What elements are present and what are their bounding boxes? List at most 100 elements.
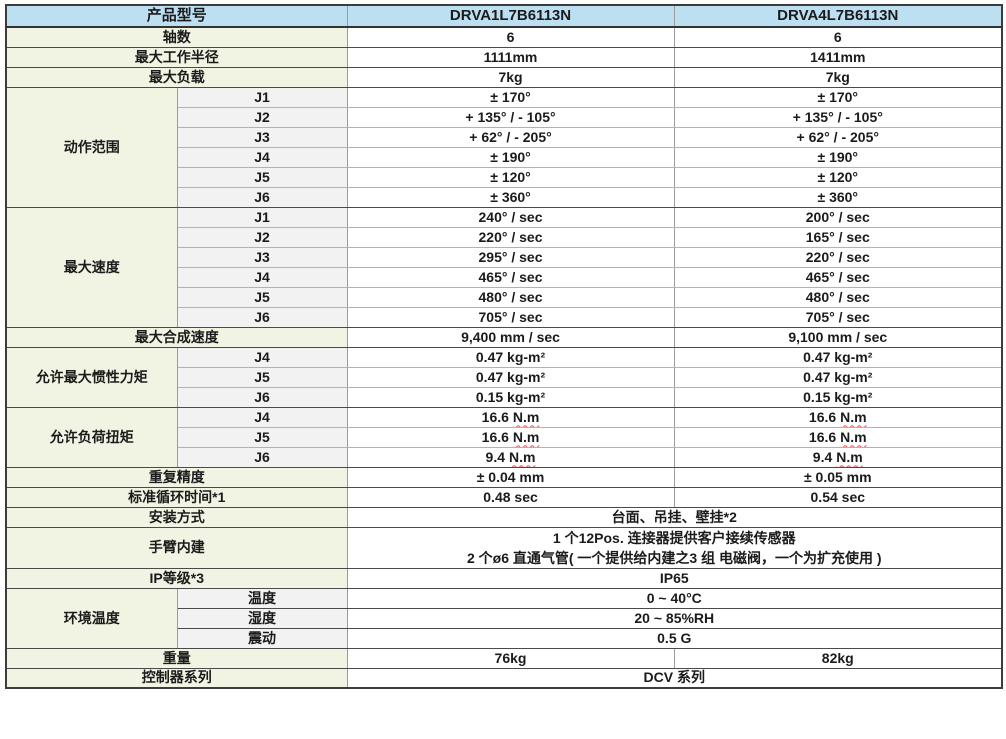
row-cycle-time: 标准循环时间*1 0.48 sec 0.54 sec: [5, 487, 1003, 508]
row-max-payload: 最大负载 7kg 7kg: [5, 67, 1003, 88]
motion-j6-value-2: ± 360°: [673, 187, 1003, 208]
motion-j3-value-2: + 62° / - 205°: [673, 127, 1003, 148]
inertia-j5-value-2: 0.47 kg-m²: [673, 367, 1003, 388]
env-vibration-sublabel: 震动: [176, 628, 348, 649]
torque-unit: N.m: [512, 408, 540, 425]
motion-j1-value-2: ± 170°: [673, 87, 1003, 108]
row-mounting: 安装方式 台面、吊挂、壁挂*2: [5, 507, 1003, 528]
torque-j6-sublabel: J6: [176, 447, 348, 468]
row-max-radius: 最大工作半径 1111mm 1411mm: [5, 47, 1003, 68]
row-motion-j1: 动作范围 J1 ± 170° ± 170°: [5, 87, 1003, 208]
speed-j5-value-2: 480° / sec: [673, 287, 1003, 308]
speed-j2-value-2: 165° / sec: [673, 227, 1003, 248]
speed-j1-sublabel: J1: [176, 207, 348, 228]
repeatability-value-2: ± 0.05 mm: [673, 467, 1003, 488]
speed-j2-value-1: 220° / sec: [346, 227, 675, 248]
controller-value: DCV 系列: [346, 668, 1003, 689]
row-torque-j4: 允许负荷扭矩 J4 16.6 N.m 16.6 N.m: [5, 407, 1003, 468]
row-speed-j1: 最大速度 J1 240° / sec 200° / sec: [5, 207, 1003, 328]
axes-value-1: 6: [346, 27, 675, 48]
torque-number: 16.6: [481, 428, 509, 445]
torque-unit: N.m: [840, 428, 867, 445]
arm-builtin-line1: 1 个12Pos. 连接器提供客户接续传感器: [552, 529, 796, 546]
cycle-time-value-1: 0.48 sec: [346, 487, 675, 508]
speed-j3-value-2: 220° / sec: [673, 247, 1003, 268]
row-speed-j2: J2 220° / sec 165° / sec: [6, 227, 1003, 248]
ip-rating-label: IP等级*3: [5, 568, 348, 589]
motion-j1-value-1: ± 170°: [346, 87, 675, 108]
torque-j5-sublabel: J5: [176, 427, 348, 448]
row-product-model: 产品型号 DRVA1L7B6113N DRVA4L7B6113N: [5, 5, 1003, 28]
row-inertia-j4: 允许最大惯性力矩 J4 0.47 kg-m² 0.47 kg-m²: [5, 347, 1003, 408]
torque-j6-value-1: 9.4 N.m: [346, 447, 675, 468]
inertia-j6-sublabel: J6: [176, 387, 348, 408]
motion-j2-sublabel: J2: [176, 107, 348, 128]
motion-j4-value-2: ± 190°: [673, 147, 1003, 168]
speed-j2-sublabel: J2: [176, 227, 348, 248]
row-arm-builtin: 手臂内建 1 个12Pos. 连接器提供客户接续传感器 2 个ø6 直通气管( …: [5, 527, 1003, 569]
radius-label: 最大工作半径: [5, 47, 348, 68]
payload-value-1: 7kg: [346, 67, 675, 88]
row-weight: 重量 76kg 82kg: [5, 648, 1003, 669]
row-motion-j5: J5 ± 120° ± 120°: [6, 167, 1003, 188]
row-inertia-j5: J5 0.47 kg-m² 0.47 kg-m²: [6, 367, 1003, 388]
radius-value-1: 1111mm: [346, 47, 675, 68]
motion-j5-value-1: ± 120°: [346, 167, 675, 188]
torque-number: 16.6: [808, 408, 837, 425]
arm-builtin-value: 1 个12Pos. 连接器提供客户接续传感器 2 个ø6 直通气管( 一个提供给…: [346, 527, 1003, 569]
motion-j5-sublabel: J5: [176, 167, 348, 188]
motion-j5-value-2: ± 120°: [673, 167, 1003, 188]
mounting-value: 台面、吊挂、壁挂*2: [346, 507, 1003, 528]
torque-label: 允许负荷扭矩: [5, 407, 178, 468]
row-torque-j6: J6 9.4 N.m 9.4 N.m: [6, 447, 1003, 468]
composite-speed-label: 最大合成速度: [5, 327, 348, 348]
inertia-j6-value-1: 0.15 kg-m²: [346, 387, 675, 408]
motion-j4-value-1: ± 190°: [346, 147, 675, 168]
speed-j6-sublabel: J6: [176, 307, 348, 328]
composite-speed-value-2: 9,100 mm / sec: [673, 327, 1003, 348]
row-env-temperature: 环境温度 温度 0 ~ 40°C: [5, 588, 1003, 649]
repeatability-value-1: ± 0.04 mm: [346, 467, 675, 488]
row-speed-j6: J6 705° / sec 705° / sec: [6, 307, 1003, 328]
product-model-label: 产品型号: [5, 5, 348, 28]
speed-j5-sublabel: J5: [176, 287, 348, 308]
speed-j5-value-1: 480° / sec: [346, 287, 675, 308]
env-vibration-value: 0.5 G: [346, 628, 1003, 649]
weight-value-2: 82kg: [673, 648, 1003, 669]
radius-value-2: 1411mm: [673, 47, 1003, 68]
torque-number: 16.6: [808, 428, 837, 445]
inertia-label: 允许最大惯性力矩: [5, 347, 178, 408]
torque-j5-value-2: 16.6 N.m: [673, 427, 1003, 448]
axes-label: 轴数: [5, 27, 348, 48]
row-motion-j2: J2 + 135° / - 105° + 135° / - 105°: [6, 107, 1003, 128]
inertia-j6-value-2: 0.15 kg-m²: [673, 387, 1003, 408]
torque-j5-value-1: 16.6 N.m: [346, 427, 675, 448]
row-motion-j6: J6 ± 360° ± 360°: [6, 187, 1003, 208]
speed-j6-value-1: 705° / sec: [346, 307, 675, 328]
torque-number: 9.4: [485, 448, 506, 465]
row-env-humidity: 湿度 20 ~ 85%RH: [6, 608, 1003, 629]
payload-value-2: 7kg: [673, 67, 1003, 88]
row-speed-j3: J3 295° / sec 220° / sec: [6, 247, 1003, 268]
row-torque-j5: J5 16.6 N.m 16.6 N.m: [6, 427, 1003, 448]
environment-label: 环境温度: [5, 588, 178, 649]
env-temperature-sublabel: 温度: [176, 588, 348, 609]
speed-j4-value-2: 465° / sec: [673, 267, 1003, 288]
speed-j6-value-2: 705° / sec: [673, 307, 1003, 328]
speed-j1-value-1: 240° / sec: [346, 207, 675, 228]
row-repeatability: 重复精度 ± 0.04 mm ± 0.05 mm: [5, 467, 1003, 488]
payload-label: 最大负载: [5, 67, 348, 88]
axes-value-2: 6: [673, 27, 1003, 48]
env-humidity-sublabel: 湿度: [176, 608, 348, 629]
cycle-time-label: 标准循环时间*1: [5, 487, 348, 508]
motion-range-label: 动作范围: [5, 87, 178, 208]
speed-j4-sublabel: J4: [176, 267, 348, 288]
motion-j6-value-1: ± 360°: [346, 187, 675, 208]
row-motion-j3: J3 + 62° / - 205° + 62° / - 205°: [6, 127, 1003, 148]
arm-builtin-line2: 2 个ø6 直通气管( 一个提供给内建之3 组 电磁阀，一个为扩充使用 ): [466, 549, 882, 566]
model-name-1: DRVA1L7B6113N: [346, 5, 675, 28]
torque-unit: N.m: [840, 408, 867, 425]
inertia-j5-sublabel: J5: [176, 367, 348, 388]
speed-j4-value-1: 465° / sec: [346, 267, 675, 288]
